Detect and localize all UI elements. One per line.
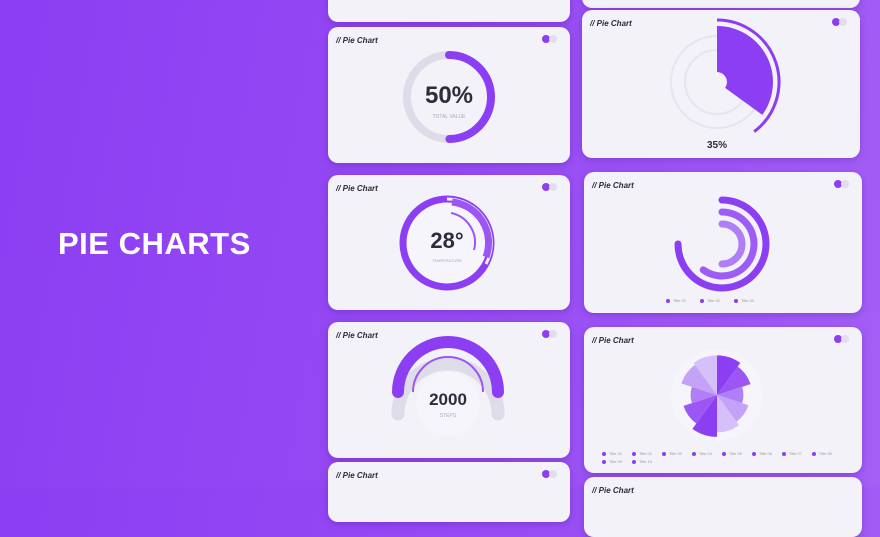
temperature-value: 28° xyxy=(430,228,463,253)
steps-value: 2000 xyxy=(429,390,467,409)
card-rings: // Pie Chart Title 01 Title 02 Title 03 xyxy=(584,172,862,313)
card-title: // Pie Chart xyxy=(592,336,634,345)
rose-slice xyxy=(717,386,744,404)
card-title: // Pie Chart xyxy=(336,36,378,45)
ring-arc xyxy=(674,196,770,292)
radial-value: 35% xyxy=(707,140,727,151)
temperature-gauge: 28° TEMPERATURE xyxy=(399,195,495,291)
card-title: // Pie Chart xyxy=(592,181,634,190)
rose-slice xyxy=(690,386,717,404)
legend: Title 01 Title 02 Title 03 Title 04 Title 05… xyxy=(602,451,847,464)
legend-item: Title 09 xyxy=(602,459,622,464)
rose-slice xyxy=(717,395,749,422)
card-top-left-partial xyxy=(328,0,570,22)
toggle[interactable] xyxy=(832,18,850,27)
legend-item: Title 06 xyxy=(752,451,772,456)
ring-arc xyxy=(699,208,758,280)
legend-item: Title 10 xyxy=(632,459,652,464)
total-value: 50% xyxy=(425,82,473,109)
ring-chart xyxy=(674,196,770,292)
legend-item: Title 03 xyxy=(662,451,682,456)
rose-slice xyxy=(717,395,739,433)
legend-item: Title 02 xyxy=(700,298,720,303)
legend-item: Title 07 xyxy=(782,451,802,456)
legend-item: Title 01 xyxy=(666,298,686,303)
toggle[interactable] xyxy=(542,183,560,192)
donut-chart: 50% TOTAL VALUE xyxy=(403,51,495,143)
legend-item: Title 03 xyxy=(734,298,754,303)
legend-item: Title 05 xyxy=(722,451,742,456)
donut-value-arc xyxy=(445,51,495,143)
rose-slice xyxy=(683,395,717,424)
card-title: // Pie Chart xyxy=(590,19,632,28)
rose-slice xyxy=(717,355,741,395)
legend-item: Title 02 xyxy=(632,451,652,456)
rose-chart xyxy=(671,349,763,441)
card-top-right-partial xyxy=(582,0,860,8)
card-title: // Pie Chart xyxy=(336,331,378,340)
card-title: // Pie Chart xyxy=(336,184,378,193)
outer-arc xyxy=(716,18,781,133)
ring-arc xyxy=(718,220,746,268)
rose-slice xyxy=(717,366,751,395)
hero-title: PIE CHARTS xyxy=(58,226,251,261)
card-steps: // Pie Chart 2000 STEPS xyxy=(328,322,570,458)
toggle[interactable] xyxy=(542,470,560,479)
total-label: TOTAL VALUE xyxy=(433,114,467,120)
toggle[interactable] xyxy=(542,35,560,44)
steps-gauge: 2000 STEPS xyxy=(391,336,505,436)
toggle[interactable] xyxy=(834,335,852,344)
pie-slice xyxy=(717,26,773,115)
rose-slice xyxy=(692,395,717,437)
card-bottom-left-partial: // Pie Chart xyxy=(328,462,570,522)
rose-slice xyxy=(681,364,717,395)
legend-item: Title 04 xyxy=(692,451,712,456)
card-temperature: // Pie Chart 28° TEMPERATURE xyxy=(328,175,570,310)
legend-item: Title 08 xyxy=(812,451,832,456)
card-title: // Pie Chart xyxy=(592,486,634,495)
card-rose: // Pie Chart Title 01 Title 02 Title 03 Tit… xyxy=(584,327,862,473)
card-total-value: // Pie Chart 50% TOTAL VALUE xyxy=(328,27,570,163)
steps-label: STEPS xyxy=(440,413,457,419)
temperature-label: TEMPERATURE xyxy=(432,258,462,263)
legend: Title 01 Title 02 Title 03 xyxy=(666,298,754,303)
toggle[interactable] xyxy=(542,330,560,339)
card-bottom-right-partial: // Pie Chart xyxy=(584,477,862,537)
radial-pie-chart: 35% xyxy=(670,18,781,151)
toggle[interactable] xyxy=(834,180,852,189)
card-title: // Pie Chart xyxy=(336,471,378,480)
rose-slice xyxy=(693,355,717,395)
card-radial: // Pie Chart 35% xyxy=(582,10,860,158)
legend-item: Title 01 xyxy=(602,451,622,456)
